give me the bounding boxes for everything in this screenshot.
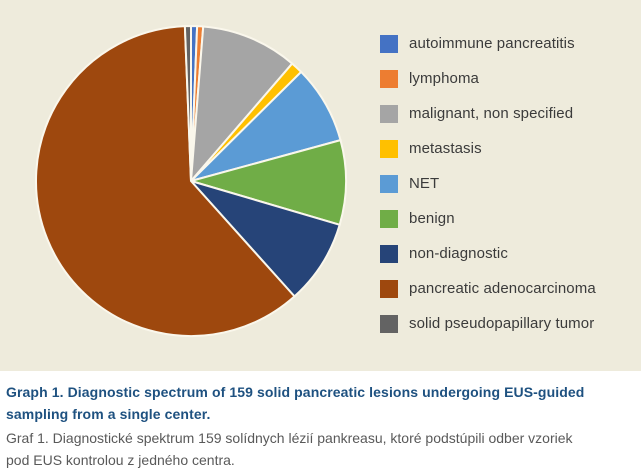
legend-label: autoimmune pancreatitis: [409, 35, 575, 52]
pie-slice: [189, 25, 294, 184]
pie-slice: [187, 179, 341, 298]
legend-item: solid pseudopapillary tumor: [380, 315, 635, 333]
legend-label: NET: [409, 175, 440, 192]
legend-item: lymphoma: [380, 70, 635, 88]
legend-item: malignant, non specified: [380, 105, 635, 123]
legend-item: pancreatic adenocarcinoma: [380, 280, 635, 298]
pie-slice: [35, 25, 296, 337]
legend-item: benign: [380, 210, 635, 228]
legend-label: benign: [409, 210, 455, 227]
caption: Graph 1. Diagnostic spectrum of 159 soli…: [6, 381, 636, 471]
legend-swatch-icon: [380, 245, 398, 263]
legend-swatch-icon: [380, 315, 398, 333]
legend-swatch-icon: [380, 280, 398, 298]
legend-item: autoimmune pancreatitis: [380, 35, 635, 53]
legend-swatch-icon: [380, 105, 398, 123]
legend: autoimmune pancreatitis lymphoma malignant…: [380, 35, 635, 333]
chart-panel: autoimmune pancreatitis lymphoma malignant…: [0, 0, 641, 371]
legend-swatch-icon: [380, 210, 398, 228]
legend-label: pancreatic adenocarcinoma: [409, 280, 596, 297]
legend-label: solid pseudopapillary tumor: [409, 315, 595, 332]
caption-title-english: Graph 1. Diagnostic spectrum of 159 soli…: [6, 384, 585, 422]
legend-item: NET: [380, 175, 635, 193]
legend-item: non-diagnostic: [380, 245, 635, 263]
legend-label: non-diagnostic: [409, 245, 508, 262]
legend-swatch-icon: [380, 140, 398, 158]
legend-swatch-icon: [380, 35, 398, 53]
legend-label: metastasis: [409, 140, 482, 157]
caption-title-slovak: Graf 1. Diagnostické spektrum 159 solídn…: [6, 430, 573, 468]
legend-item: metastasis: [380, 140, 635, 158]
pie-slice: [183, 24, 192, 182]
legend-swatch-icon: [380, 70, 398, 88]
pie-chart: [35, 24, 347, 337]
pie-slice: [187, 138, 347, 227]
legend-label: malignant, non specified: [409, 105, 574, 122]
legend-label: lymphoma: [409, 70, 479, 87]
legend-swatch-icon: [380, 175, 398, 193]
